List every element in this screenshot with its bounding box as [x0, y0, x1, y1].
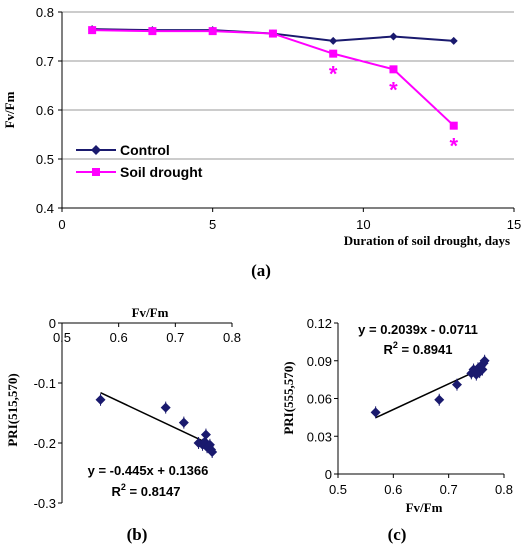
panel-b-scatter-chart: 0 -0.1 -0.2 -0.3 0.5 0.6 0.7 0.8 Fv/Fm PRI(515…: [5, 305, 241, 544]
a-drought-point: [268, 29, 277, 38]
b-x-tick-label: 0.5: [53, 330, 71, 345]
b-data-point: [207, 447, 218, 457]
a-drought-point: [449, 121, 458, 130]
c-r-squared: R2 = 0.8941: [384, 340, 453, 357]
b-r-squared: R2 = 0.8147: [112, 482, 181, 499]
b-trendline: [100, 392, 213, 446]
c-y-axis-label: PRI(555,570): [281, 361, 296, 434]
a-y-tick-label: 0.5: [36, 152, 54, 167]
a-y-tick-label: 0.7: [36, 54, 54, 69]
legend-control-marker: [91, 145, 101, 155]
c-y-tick-label: 0.03: [307, 429, 332, 444]
c-x-tick-label: 0.5: [329, 482, 347, 497]
panel-a-label: (a): [251, 261, 271, 280]
a-drought-line: [92, 29, 455, 127]
b-x-tick-label: 0.6: [110, 330, 128, 345]
b-y-tick-label: 0: [49, 316, 56, 331]
c-equation: y = 0.2039x - 0.0711: [358, 322, 478, 337]
a-y-tick-label: 0.8: [36, 5, 54, 20]
c-data-point: [370, 407, 381, 418]
a-significance-star: *: [329, 62, 338, 87]
legend-drought-marker: [92, 168, 100, 176]
c-y-tick-label: 0.12: [307, 316, 332, 331]
a-x-tick-label: 10: [356, 217, 370, 232]
panel-c-label: (c): [388, 525, 407, 544]
a-control-point: [389, 32, 398, 41]
c-data-point: [434, 394, 445, 405]
b-y-tick-label: -0.3: [34, 496, 56, 511]
b-y-tick-label: -0.2: [34, 436, 56, 451]
a-drought-point: [88, 26, 97, 35]
b-data-point: [160, 402, 171, 413]
a-y-tick-label: 0.4: [36, 201, 54, 216]
panel-b-label: (b): [127, 525, 148, 544]
a-x-tick-label: 0: [58, 217, 65, 232]
a-y-tick-label: 0.6: [36, 103, 54, 118]
legend-control-label: Control: [120, 142, 170, 158]
a-significance-star: *: [449, 134, 458, 159]
legend-drought-label: Soil drought: [120, 164, 203, 180]
b-equation: y = -0.445x + 0.1366: [88, 463, 209, 478]
c-y-tick-label: 0.06: [307, 392, 332, 407]
a-drought-point: [389, 65, 398, 74]
a-drought-point: [329, 49, 338, 58]
c-y-tick-label: 0.09: [307, 354, 332, 369]
a-drought-point: [208, 27, 217, 36]
b-data-point: [200, 429, 211, 440]
panel-c-scatter-chart: 0 0.03 0.06 0.09 0.12 0.5 0.6 0.7 0.8 y = 0.203…: [281, 316, 513, 544]
c-x-tick-label: 0.6: [384, 482, 402, 497]
b-data-point: [95, 394, 106, 405]
a-control-point: [329, 36, 338, 45]
c-x-tick-label: 0.8: [495, 482, 513, 497]
a-x-tick-label: 5: [209, 217, 216, 232]
a-x-axis-label: Duration of soil drought, days: [344, 233, 510, 248]
panel-a-line-chart: 0.4 0.5 0.6 0.7 0.8 0 5 10 15 * * * Fv/Fm Duratio…: [2, 5, 521, 280]
c-trendline: [375, 366, 485, 419]
b-data-point: [178, 417, 189, 428]
a-y-axis-label: Fv/Fm: [2, 91, 17, 128]
a-control-point: [449, 36, 458, 45]
b-x-tick-label: 0.8: [223, 330, 241, 345]
c-data-point: [451, 379, 462, 390]
a-drought-point: [148, 27, 157, 36]
c-y-tick-label: 0: [325, 467, 332, 482]
b-x-axis-label: Fv/Fm: [132, 305, 169, 320]
a-legend: Control Soil drought: [76, 142, 203, 180]
b-x-tick-label: 0.7: [166, 330, 184, 345]
c-x-axis-label: Fv/Fm: [406, 500, 443, 515]
b-y-axis-label: PRI(515,570): [5, 373, 20, 446]
a-x-tick-label: 15: [507, 217, 521, 232]
b-y-tick-label: -0.1: [34, 376, 56, 391]
c-data-point: [479, 355, 490, 366]
c-x-tick-label: 0.7: [440, 482, 458, 497]
c-data-point: [477, 364, 488, 375]
a-significance-star: *: [389, 77, 398, 102]
